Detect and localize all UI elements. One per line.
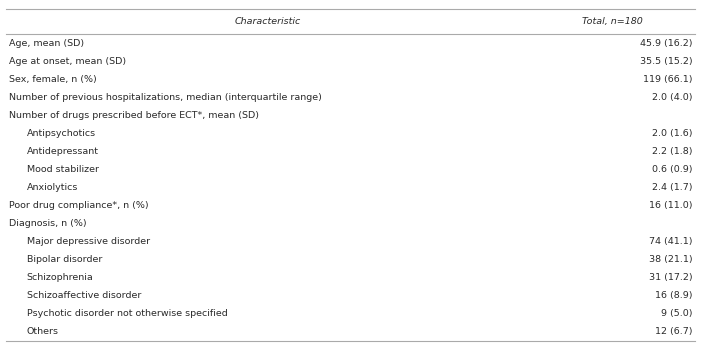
Text: Characteristic: Characteristic bbox=[234, 17, 301, 26]
Text: Antipsychotics: Antipsychotics bbox=[27, 129, 96, 138]
Text: Anxiolytics: Anxiolytics bbox=[27, 183, 78, 192]
Text: Mood stabilizer: Mood stabilizer bbox=[27, 165, 99, 174]
Text: 12 (6.7): 12 (6.7) bbox=[655, 327, 693, 336]
Text: Sex, female, n (%): Sex, female, n (%) bbox=[9, 75, 97, 84]
Text: 35.5 (15.2): 35.5 (15.2) bbox=[640, 57, 693, 66]
Text: Age at onset, mean (SD): Age at onset, mean (SD) bbox=[9, 57, 126, 66]
Text: 9 (5.0): 9 (5.0) bbox=[661, 309, 693, 318]
Text: 45.9 (16.2): 45.9 (16.2) bbox=[640, 39, 693, 48]
Text: Age, mean (SD): Age, mean (SD) bbox=[9, 39, 84, 48]
Text: 119 (66.1): 119 (66.1) bbox=[643, 75, 693, 84]
Text: 16 (8.9): 16 (8.9) bbox=[655, 291, 693, 300]
Text: Antidepressant: Antidepressant bbox=[27, 147, 99, 156]
Text: Others: Others bbox=[27, 327, 59, 336]
Text: 2.0 (4.0): 2.0 (4.0) bbox=[652, 93, 693, 102]
Text: Total, n=180: Total, n=180 bbox=[582, 17, 643, 26]
Text: 2.0 (1.6): 2.0 (1.6) bbox=[652, 129, 693, 138]
Text: Psychotic disorder not otherwise specified: Psychotic disorder not otherwise specifi… bbox=[27, 309, 227, 318]
Text: 16 (11.0): 16 (11.0) bbox=[649, 201, 693, 210]
Text: Schizoaffective disorder: Schizoaffective disorder bbox=[27, 291, 141, 300]
Text: 31 (17.2): 31 (17.2) bbox=[649, 273, 693, 282]
Text: Poor drug compliance*, n (%): Poor drug compliance*, n (%) bbox=[9, 201, 149, 210]
Text: Diagnosis, n (%): Diagnosis, n (%) bbox=[9, 219, 87, 228]
Text: Schizophrenia: Schizophrenia bbox=[27, 273, 93, 282]
Text: 74 (41.1): 74 (41.1) bbox=[649, 237, 693, 246]
Text: Number of previous hospitalizations, median (interquartile range): Number of previous hospitalizations, med… bbox=[9, 93, 322, 102]
Text: Major depressive disorder: Major depressive disorder bbox=[27, 237, 150, 246]
Text: 0.6 (0.9): 0.6 (0.9) bbox=[652, 165, 693, 174]
Text: 38 (21.1): 38 (21.1) bbox=[649, 255, 693, 264]
Text: Bipolar disorder: Bipolar disorder bbox=[27, 255, 102, 264]
Text: 2.2 (1.8): 2.2 (1.8) bbox=[652, 147, 693, 156]
Text: Number of drugs prescribed before ECT*, mean (SD): Number of drugs prescribed before ECT*, … bbox=[9, 111, 259, 120]
Text: 2.4 (1.7): 2.4 (1.7) bbox=[652, 183, 693, 192]
